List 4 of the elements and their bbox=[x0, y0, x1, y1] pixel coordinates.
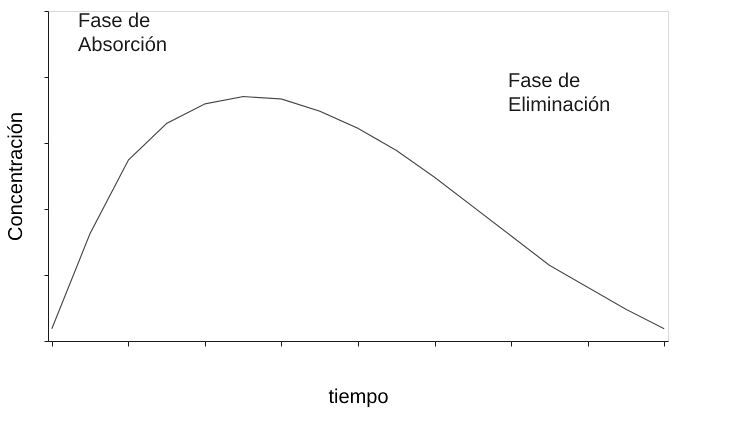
x-axis-title: tiempo bbox=[328, 386, 389, 408]
annotation: Fase de Eliminación bbox=[508, 70, 610, 116]
y-axis-title: Concentración bbox=[5, 112, 27, 241]
text: Fase de Absorción bbox=[78, 10, 167, 56]
